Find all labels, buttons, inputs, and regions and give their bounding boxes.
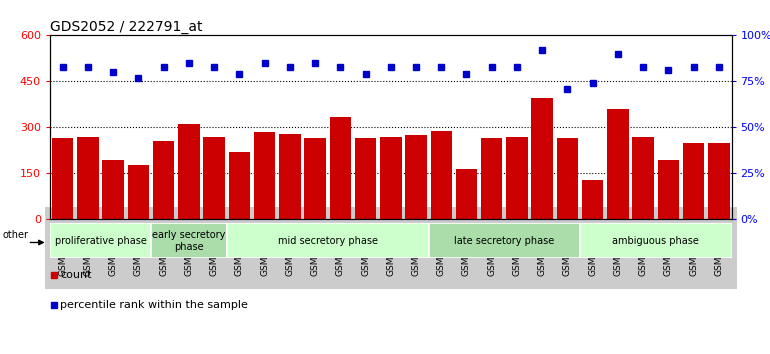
Bar [658,160,679,219]
Bar [429,223,580,258]
Bar [582,179,604,219]
Bar [50,223,151,258]
Bar [580,223,731,258]
Bar [102,160,124,219]
Bar [279,133,300,219]
Bar [226,223,429,258]
Bar [506,137,527,219]
Bar [708,143,730,219]
Bar [229,152,250,219]
Bar [330,117,351,219]
Bar [304,138,326,219]
Text: other: other [2,230,28,240]
Bar [153,141,174,219]
Bar [456,169,477,219]
Text: percentile rank within the sample: percentile rank within the sample [60,300,248,310]
Bar [531,98,553,219]
Bar [608,109,628,219]
Bar [77,137,99,219]
Text: early secretory
phase: early secretory phase [152,230,226,252]
Text: count: count [60,270,92,280]
Bar [405,135,427,219]
Bar [151,223,226,258]
Bar [683,143,705,219]
Text: proliferative phase: proliferative phase [55,236,146,246]
Text: GDS2052 / 222791_at: GDS2052 / 222791_at [50,21,203,34]
Bar [380,137,401,219]
Bar [557,138,578,219]
Text: mid secretory phase: mid secretory phase [278,236,377,246]
Text: late secretory phase: late secretory phase [454,236,554,246]
Text: ambiguous phase: ambiguous phase [612,236,699,246]
Bar [203,137,225,219]
Bar [632,137,654,219]
Bar [430,131,452,219]
Bar [254,132,276,219]
Bar [178,124,199,219]
Bar [355,138,377,219]
Bar [481,138,503,219]
Bar [128,165,149,219]
Bar [52,138,73,219]
